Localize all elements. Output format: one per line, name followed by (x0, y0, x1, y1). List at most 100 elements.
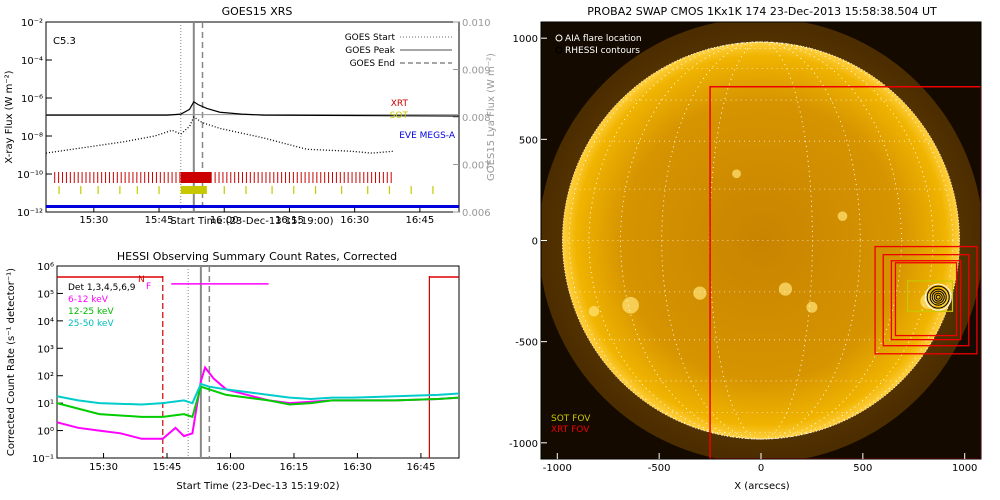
goes-short-channel-series (45, 116, 394, 154)
legend-aia-flare-location: AIA flare location (565, 34, 642, 44)
label-sot-fov: SOT FOV (551, 414, 591, 424)
goes-ytick-right-label: 0.007 (462, 161, 491, 172)
swap-xtick-label: 500 (853, 463, 872, 474)
xrt-dense-block (180, 172, 212, 183)
label-sot: SOT (390, 111, 409, 121)
legend-6-12-kev: 6-12 keV (68, 295, 109, 305)
goes-xtick-label: 15:45 (145, 215, 174, 226)
hessi-ytick-label: 10¹ (37, 399, 54, 410)
goes-ytick-right-label: 0.009 (462, 66, 491, 77)
hessi-ylabel: Corrected Count Rate (s⁻¹ detector⁻¹) (6, 268, 17, 456)
swap-ytick-label: -500 (515, 338, 538, 349)
hessi-ytick-label: 10⁵ (37, 289, 54, 300)
lon-grid-line (709, 41, 813, 440)
hessi-xtick-label: 16:30 (343, 462, 372, 473)
hessi-series-12-25-kev (56, 385, 460, 419)
goes-long-channel-series (46, 100, 460, 117)
swap-xtick-label: -500 (648, 463, 671, 474)
legend-goes-start: GOES Start (345, 33, 396, 43)
hessi-xtick-label: 15:30 (89, 462, 118, 473)
legend-25-50-kev: 25-50 keV (68, 319, 114, 329)
hessi-ytick-label: 10⁰ (37, 427, 54, 438)
active-region-blob (732, 169, 741, 179)
rhessi-contour (926, 285, 950, 309)
goes-ytick-label: 10⁻⁸ (21, 132, 43, 143)
active-region-blob (622, 296, 639, 314)
swap-xtick-label: 0 (758, 463, 764, 474)
goes-ylabel-right: GOES15 Lya Flux (W m⁻²) (486, 53, 497, 181)
label-xrt: XRT (391, 99, 409, 109)
label-eve-megs-a: EVE MEGS-A (399, 131, 456, 141)
goes-title: GOES15 XRS (222, 5, 293, 18)
xrt-fov-box-nested (874, 245, 978, 355)
hessi-series-25-50-kev (56, 382, 460, 406)
goes-xtick-label: 16:00 (210, 215, 239, 226)
active-region-blob (778, 282, 793, 296)
sot-fov-box (907, 280, 954, 312)
active-region-blob (588, 306, 600, 317)
legend-rhessi-contours: RHESSI contours (565, 46, 640, 56)
flag-n: N (138, 275, 145, 285)
legend-det: Det 1,3,4,5,6,9 (68, 283, 136, 293)
flag-f: F (146, 282, 151, 292)
goes-xlabel: Start Time (23-Dec-13 15:19:00) (170, 216, 333, 227)
hessi-ytick-label: 10³ (37, 344, 54, 355)
label-xrt-fov: XRT FOV (551, 425, 590, 435)
swap-image-panel: PROBA2 SWAP CMOS 1Kx1K 174 23-Dec-2013 1… (509, 5, 982, 492)
active-region-blob (806, 301, 818, 313)
lon-grid-line (588, 41, 934, 440)
goes-legend: GOES Start GOES Peak GOES End (345, 33, 452, 69)
legend-goes-end: GOES End (350, 59, 395, 69)
hessi-ytick-label: 10² (37, 372, 54, 383)
goes-flare-class: C5.3 (53, 36, 76, 47)
lon-grid-line (620, 41, 902, 440)
hessi-panel: HESSI Observing Summary Count Rates, Cor… (6, 250, 460, 492)
swap-title: PROBA2 SWAP CMOS 1Kx1K 174 23-Dec-2013 1… (587, 5, 937, 18)
aia-flare-location (924, 283, 952, 311)
lon-grid-line (661, 41, 861, 440)
sun-disk (562, 41, 960, 440)
goes-ytick-label: 10⁻² (21, 18, 43, 29)
hessi-plot-frame (56, 265, 460, 459)
rhessi-contour (933, 292, 943, 302)
goes-xtick-label: 16:45 (405, 215, 434, 226)
legend-12-25-kev: 12-25 keV (68, 307, 114, 317)
hessi-xtick-label: 16:00 (216, 462, 245, 473)
active-region-blob (693, 286, 707, 300)
goes-ytick-right-label: 0.008 (462, 113, 491, 124)
swap-ytick-label: 1000 (513, 34, 538, 45)
xrt-fov-box-nested (894, 262, 958, 337)
hessi-xtick-label: 16:15 (280, 462, 309, 473)
hessi-ytick-label: 10⁻¹ (32, 454, 54, 465)
rhessi-contour (929, 288, 947, 306)
hessi-xtick-label: 15:45 (153, 462, 182, 473)
swap-xtick-label: 1000 (952, 463, 977, 474)
goes-ytick-right-label: 0.006 (462, 208, 491, 219)
hessi-legend: Det 1,3,4,5,6,9 6-12 keV 12-25 keV 25-50… (68, 283, 136, 329)
hessi-xlabel: Start Time (23-Dec-13 15:19:02) (176, 481, 339, 492)
eve-megs-a-bar (46, 205, 459, 208)
rhessi-contour (935, 294, 941, 300)
rhessi-contour (931, 290, 945, 304)
goes-xtick-label: 16:15 (275, 215, 304, 226)
goes-ytick-label: 10⁻¹² (17, 208, 43, 219)
swap-ytick-label: -1000 (509, 439, 538, 450)
active-region-blob (837, 211, 848, 222)
hessi-ytick-label: 10⁴ (37, 317, 54, 328)
goes-xrs-panel: GOES15 XRS C5.3 15:30 15:45 16:00 16:15 16:3… (4, 5, 497, 227)
sot-dense-block (180, 186, 207, 194)
hessi-ytick-label: 10⁶ (37, 262, 54, 273)
swap-legend: AIA flare location RHESSI contours (555, 34, 642, 56)
goes-ytick-label: 10⁻⁶ (21, 94, 43, 105)
xrt-fov-box-nested (890, 260, 962, 341)
goes-ylabel: X-ray Flux (W m⁻²) (4, 70, 15, 163)
lon-grid-line (568, 41, 954, 440)
swap-xtick-label: -1000 (543, 463, 572, 474)
xrt-fov-box-nested (882, 254, 970, 347)
hessi-xtick-label: 16:45 (407, 462, 436, 473)
legend-goes-peak: GOES Peak (345, 46, 395, 56)
goes-ytick-label: 10⁻¹⁰ (17, 170, 43, 181)
swap-xlabel: X (arcsecs) (734, 481, 790, 492)
goes-ytick-right-label: 0.010 (462, 18, 491, 29)
